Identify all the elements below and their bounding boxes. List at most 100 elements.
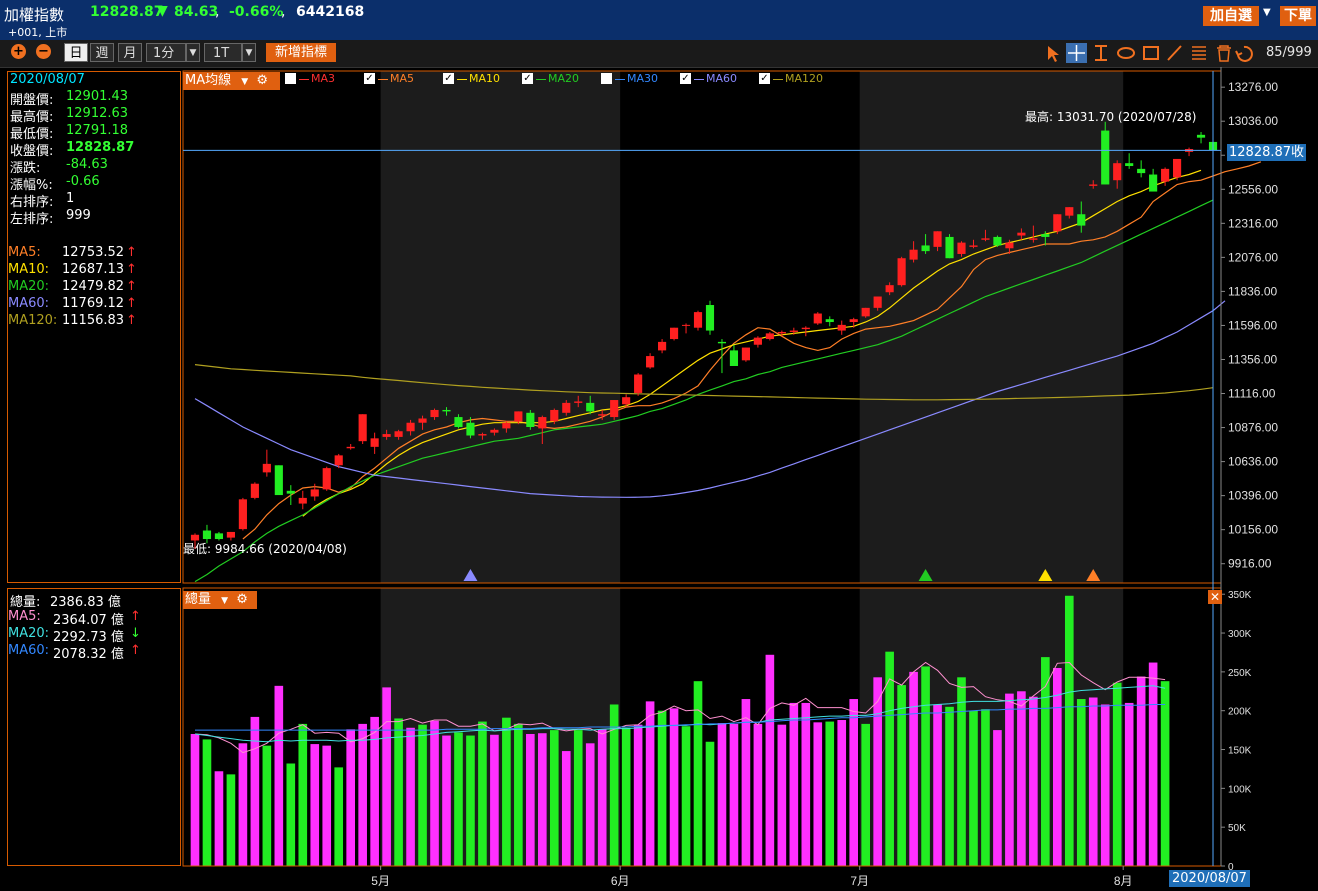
close-volume-panel-icon[interactable]: ✕ [1208, 590, 1222, 604]
info-ma-value: 11769.12 [62, 296, 125, 311]
volume-bar [873, 677, 882, 866]
candle-body [981, 238, 990, 240]
up-arrow-icon: ↑ [126, 279, 137, 294]
volume-bar [645, 701, 655, 866]
trash-icon[interactable] [1217, 45, 1231, 62]
volume-bar [202, 739, 212, 866]
ma-line-ma10 [302, 169, 1202, 517]
candle-body [634, 374, 643, 393]
volume-bar [705, 741, 715, 866]
legend-checkbox-ma60[interactable]: ✓ [680, 73, 691, 84]
volume-bar [1100, 704, 1110, 866]
volume-bar [813, 722, 823, 866]
minute-select-arrow-icon[interactable]: ▼ [186, 43, 200, 62]
candle-body [370, 438, 379, 447]
info-label: 漲幅%: [10, 178, 53, 193]
t-select[interactable]: 1T [204, 43, 242, 62]
volume-bar [322, 745, 332, 866]
line-icon[interactable] [1167, 45, 1182, 61]
volume-bar [1148, 662, 1158, 866]
parallel-lines-icon[interactable] [1192, 46, 1206, 60]
chevron-down-icon[interactable]: ▼ [241, 77, 249, 87]
rectangle-icon[interactable] [1143, 46, 1159, 60]
volume-bar [490, 734, 499, 866]
minute-select[interactable]: 1分 [146, 43, 186, 62]
period-month-tab[interactable]: 月 [118, 43, 142, 62]
info-ma-label: MA120: [8, 313, 58, 328]
candle-body [1161, 168, 1170, 182]
volume-bar [1076, 699, 1086, 866]
zoom-out-icon[interactable]: − [36, 44, 51, 59]
volume-bar [957, 677, 966, 866]
order-button[interactable]: 下單 [1280, 6, 1316, 26]
chevron-down-icon[interactable]: ▼ [221, 596, 229, 606]
legend-line-swatch [457, 79, 467, 80]
zoom-in-icon[interactable]: + [11, 44, 26, 59]
info-value: 12791.18 [66, 123, 129, 138]
volume-indicator-title[interactable]: 總量 ▼ ⚙ [183, 591, 257, 609]
legend-checkbox-ma120[interactable]: ✓ [759, 73, 770, 84]
candle-body [1125, 163, 1134, 167]
candle-body [538, 417, 547, 429]
ellipse-icon[interactable] [1117, 47, 1135, 59]
info-panel: 2020/08/07 開盤價: 12901.43 最高價: 12912.63 最低價: 1… [7, 71, 181, 583]
y-tick-label: 12076.00 [1228, 250, 1278, 264]
candle-body [334, 455, 343, 466]
volume-bar [502, 717, 511, 866]
legend-checkbox-ma5[interactable]: ✓ [364, 73, 375, 84]
volume-bar [250, 716, 260, 866]
legend-checkbox-ma3[interactable] [285, 73, 296, 84]
legend-line-swatch [299, 79, 309, 80]
t-select-arrow-icon[interactable]: ▼ [242, 43, 256, 62]
volume-bar [729, 723, 739, 866]
volume-y-tick-label: 350K [1228, 590, 1252, 601]
recycle-icon[interactable] [1235, 45, 1253, 62]
ruler-icon[interactable] [1095, 45, 1107, 61]
x-tick-label: 5月 [371, 874, 390, 888]
candle-body [1005, 242, 1014, 249]
pointer-icon[interactable] [1048, 46, 1059, 62]
volume-bar [573, 730, 583, 866]
info-label: 最高價: [10, 110, 54, 125]
volume-bar [1064, 595, 1074, 866]
volume-bar [1124, 702, 1134, 866]
legend-label: MA60 [706, 72, 738, 85]
volume-bar [621, 727, 631, 866]
info-value: 12912.63 [66, 106, 129, 121]
candle-body [454, 417, 463, 427]
x-tick-label: 6月 [611, 874, 630, 888]
legend-line-swatch [536, 79, 546, 80]
info-ma-label: MA10: [8, 262, 50, 277]
legend-checkbox-ma10[interactable]: ✓ [443, 73, 454, 84]
period-day-tab[interactable]: 日 [64, 43, 88, 62]
volume-bar [825, 721, 835, 866]
gear-icon[interactable]: ⚙ [236, 592, 248, 607]
ma-indicator-title[interactable]: MA均線 ▼ ⚙ [183, 72, 280, 90]
info-ma-value: 12479.82 [62, 279, 125, 294]
low-annotation: 最低: 9984.66 (2020/04/08) [183, 542, 347, 556]
up-arrow-icon: ↑ [126, 296, 137, 311]
chart-toolbar: + − 日 週 月 1分 ▼ 1T ▼ 新增指標 85/999 [0, 40, 1318, 68]
volume-bar [981, 709, 990, 866]
candle-body [897, 258, 906, 286]
legend-label: MA5 [390, 72, 415, 85]
gear-icon[interactable]: ⚙ [256, 73, 268, 88]
period-week-tab[interactable]: 週 [90, 43, 114, 62]
volume-bar [454, 732, 463, 866]
volume-bar [226, 774, 236, 866]
volume-bar [1005, 693, 1014, 866]
legend-checkbox-ma20[interactable]: ✓ [522, 73, 533, 84]
candle-body [825, 319, 834, 323]
volume-bar [298, 723, 308, 866]
volume-y-tick-label: 200K [1228, 707, 1252, 718]
add-indicator-button[interactable]: 新增指標 [266, 43, 336, 62]
volume-bar [538, 733, 547, 866]
y-tick-label: 10156.00 [1228, 523, 1278, 537]
legend-checkbox-ma30[interactable] [601, 73, 612, 84]
drawing-tools [1048, 43, 1253, 63]
watchlist-dropdown-icon[interactable]: ▼ [1263, 7, 1271, 18]
y-tick-label: 13036.00 [1228, 114, 1278, 128]
add-watchlist-button[interactable]: 加自選 [1203, 6, 1259, 26]
x-tick-label: 7月 [850, 874, 869, 888]
